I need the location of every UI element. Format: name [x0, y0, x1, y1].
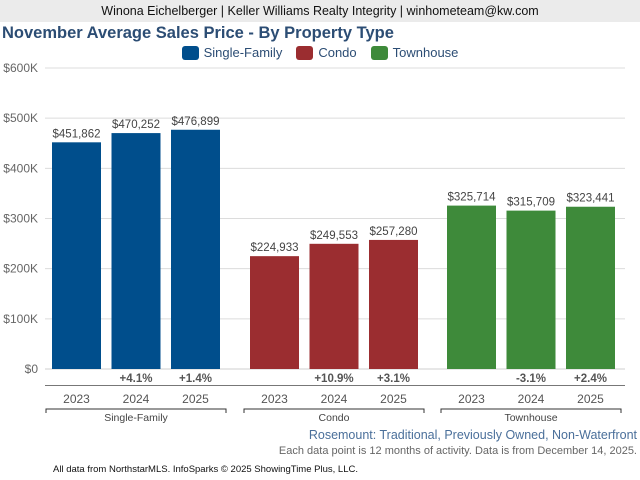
- bar-value-label: $249,553: [310, 230, 358, 242]
- data-note: Each data point is 12 months of activity…: [278, 445, 637, 457]
- legend-item-townhouse[interactable]: Townhouse: [370, 45, 459, 60]
- chart-subtitle: Rosemount: Traditional, Previously Owned…: [308, 428, 637, 442]
- x-tick-label: 2024: [123, 392, 150, 406]
- y-tick-label: $600K: [3, 61, 38, 75]
- change-label: +3.1%: [377, 373, 410, 385]
- bar-value-label: $315,709: [507, 197, 555, 209]
- bar: [171, 129, 220, 369]
- bar: [566, 206, 615, 369]
- y-tick-label: $0: [25, 362, 39, 376]
- y-tick-label: $200K: [3, 262, 38, 276]
- bar-value-label: $257,280: [370, 226, 418, 238]
- group-bracket: [440, 408, 622, 413]
- x-tick-label: 2023: [261, 392, 288, 406]
- x-tick-label: 2023: [458, 392, 485, 406]
- legend-label-condo: Condo: [318, 45, 357, 60]
- legend-item-condo[interactable]: Condo: [296, 45, 357, 60]
- x-tick-label: 2025: [182, 392, 209, 406]
- legend-swatch-townhouse: [370, 45, 388, 60]
- bar-value-label: $470,252: [112, 119, 160, 131]
- footer-credit: All data from NorthstarMLS. InfoSparks ©…: [53, 464, 358, 475]
- agent-header: Winona Eichelberger | Keller Williams Re…: [0, 0, 640, 22]
- legend-label-single-family: Single-Family: [203, 45, 283, 60]
- y-tick-label: $100K: [3, 312, 38, 326]
- legend-item-single-family[interactable]: Single-Family: [181, 45, 283, 60]
- legend: Single-Family Condo Townhouse: [0, 45, 640, 60]
- change-label: +1.4%: [179, 373, 212, 385]
- group-label: Townhouse: [504, 412, 557, 424]
- group-bracket: [243, 408, 425, 413]
- legend-swatch-single-family: [181, 45, 199, 60]
- legend-label-townhouse: Townhouse: [392, 45, 459, 60]
- bar: [111, 133, 161, 369]
- x-tick-label: 2025: [577, 392, 604, 406]
- change-label: +2.4%: [574, 373, 607, 385]
- change-label: +4.1%: [120, 373, 153, 385]
- legend-swatch-condo: [296, 45, 314, 60]
- change-label: -3.1%: [516, 373, 546, 385]
- bar-value-label: $476,899: [172, 116, 220, 128]
- bar: [369, 239, 418, 369]
- bar: [250, 256, 299, 369]
- bar-value-label: $325,714: [448, 192, 497, 204]
- change-label: +10.9%: [314, 373, 353, 385]
- bar: [506, 210, 556, 369]
- chart-title: November Average Sales Price - By Proper…: [2, 24, 394, 42]
- group-label: Single-Family: [104, 412, 168, 424]
- group-label: Condo: [319, 412, 350, 424]
- y-tick-label: $500K: [3, 111, 38, 125]
- bar-value-label: $224,933: [251, 242, 299, 254]
- y-tick-label: $400K: [3, 161, 38, 175]
- x-tick-label: 2023: [63, 392, 90, 406]
- bar-value-label: $323,441: [567, 193, 615, 205]
- bar: [309, 243, 359, 369]
- bar: [447, 205, 496, 369]
- x-tick-label: 2024: [518, 392, 545, 406]
- x-tick-label: 2025: [380, 392, 407, 406]
- bar-value-label: $451,862: [53, 128, 101, 140]
- bar: [52, 142, 101, 369]
- group-bracket: [45, 408, 227, 413]
- x-tick-label: 2024: [321, 392, 348, 406]
- y-tick-label: $300K: [3, 212, 38, 226]
